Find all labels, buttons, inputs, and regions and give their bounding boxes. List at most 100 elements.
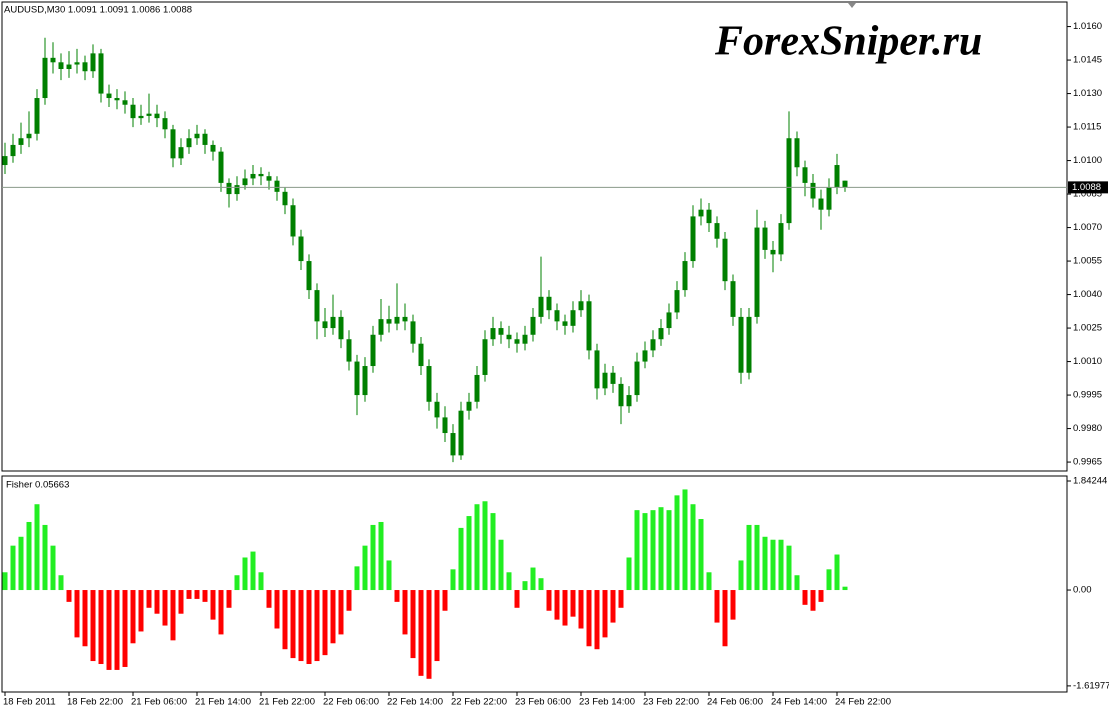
candle-body	[154, 113, 160, 119]
candle-body	[330, 316, 336, 329]
candle-body	[26, 133, 32, 139]
fisher-bar	[514, 590, 520, 608]
fisher-bar	[138, 590, 144, 632]
x-tick-label: 18 Feb 22:00	[67, 697, 123, 708]
fisher-bar	[706, 572, 712, 591]
fisher-bar	[498, 539, 504, 591]
indicator-title: Fisher 0.05663	[6, 480, 69, 491]
candle-body	[122, 100, 128, 105]
candle-body	[202, 133, 208, 145]
fisher-bar	[730, 590, 736, 620]
fisher-bar	[786, 545, 792, 591]
fisher-bar	[586, 590, 592, 647]
candle-body	[34, 98, 40, 134]
candle-body	[162, 118, 168, 130]
fisher-bar	[642, 513, 648, 591]
candle-body	[74, 62, 80, 65]
candle-body	[594, 350, 600, 389]
fisher-bar	[626, 557, 632, 591]
candle-body	[674, 290, 680, 313]
fisher-bar	[426, 590, 432, 679]
fisher-bar	[762, 536, 768, 591]
x-tick-label: 24 Feb 14:00	[771, 697, 827, 708]
candle-body	[442, 417, 448, 434]
candle-body	[18, 138, 24, 145]
candle-body	[794, 138, 800, 168]
x-tick-label: 22 Feb 14:00	[387, 697, 443, 708]
fisher-bar	[746, 524, 752, 591]
fisher-bar	[386, 560, 392, 591]
y-tick-label: 1.84244	[1073, 476, 1107, 487]
candle-body	[362, 366, 368, 396]
fisher-bar	[154, 590, 160, 614]
candle-body	[698, 209, 704, 217]
y-tick-label: 1.0025	[1073, 323, 1102, 334]
fisher-bar	[234, 575, 240, 591]
candle-body	[618, 383, 624, 407]
candle-body	[10, 144, 16, 157]
y-tick-label: 0.9995	[1073, 390, 1102, 401]
candle-body	[786, 138, 792, 224]
candle-body	[834, 165, 840, 188]
fisher-bar	[434, 590, 440, 662]
candle-body	[58, 62, 64, 69]
fisher-bar	[330, 590, 336, 644]
candle-body	[290, 205, 296, 237]
x-tick-label: 23 Feb 06:00	[515, 697, 571, 708]
fisher-bar	[810, 590, 816, 611]
fisher-bar	[770, 539, 776, 591]
fisher-bar	[490, 513, 496, 591]
y-tick-label: 1.0145	[1073, 55, 1102, 66]
fisher-bar	[594, 590, 600, 650]
fisher-bar	[178, 590, 184, 614]
candle-body	[386, 319, 392, 324]
fisher-bar	[90, 590, 96, 662]
candle-body	[66, 64, 72, 69]
fisher-bar	[450, 569, 456, 591]
y-tick-label: 1.0085	[1073, 189, 1102, 200]
fisher-bar	[362, 545, 368, 591]
fisher-bar	[834, 554, 840, 591]
candle-body	[842, 180, 848, 188]
candle-body	[570, 310, 576, 326]
candle-body	[642, 350, 648, 362]
candle-body	[730, 281, 736, 317]
candle-body	[714, 223, 720, 239]
fisher-bar	[42, 524, 48, 591]
candle-body	[538, 296, 544, 317]
fisher-bar	[242, 557, 248, 591]
candle-body	[706, 209, 712, 224]
y-tick-label: 1.0160	[1073, 21, 1102, 32]
candle-body	[82, 62, 88, 72]
y-tick-label: 0.9980	[1073, 423, 1102, 434]
fisher-bar	[114, 590, 120, 670]
x-tick-label: 21 Feb 06:00	[131, 697, 187, 708]
fisher-bar	[466, 516, 472, 591]
main-panel	[1, 1, 1068, 472]
candle-body	[610, 372, 616, 384]
candle-body	[818, 198, 824, 210]
fisher-bar	[210, 590, 216, 620]
y-tick-label: 1.0010	[1073, 356, 1102, 367]
fisher-bar	[530, 567, 536, 591]
fisher-bar	[266, 590, 272, 608]
candle-body	[354, 361, 360, 396]
fisher-bar	[146, 590, 152, 608]
candle-body	[586, 301, 592, 351]
candle-body	[482, 339, 488, 375]
fisher-bar	[506, 572, 512, 591]
candle-body	[338, 316, 344, 340]
candle-body	[130, 104, 136, 119]
candle-body	[322, 321, 328, 329]
fisher-bar	[58, 575, 64, 591]
candle-body	[474, 374, 480, 402]
fisher-bar	[418, 590, 424, 676]
fisher-bar	[34, 504, 40, 591]
candle-body	[378, 319, 384, 335]
fisher-bar	[130, 590, 136, 644]
current-price-box	[1068, 181, 1108, 194]
fisher-bar	[10, 545, 16, 591]
chart-title: AUDUSD,M30 1.0091 1.0091 1.0086 1.0088	[4, 5, 192, 16]
fisher-bar	[186, 590, 192, 599]
